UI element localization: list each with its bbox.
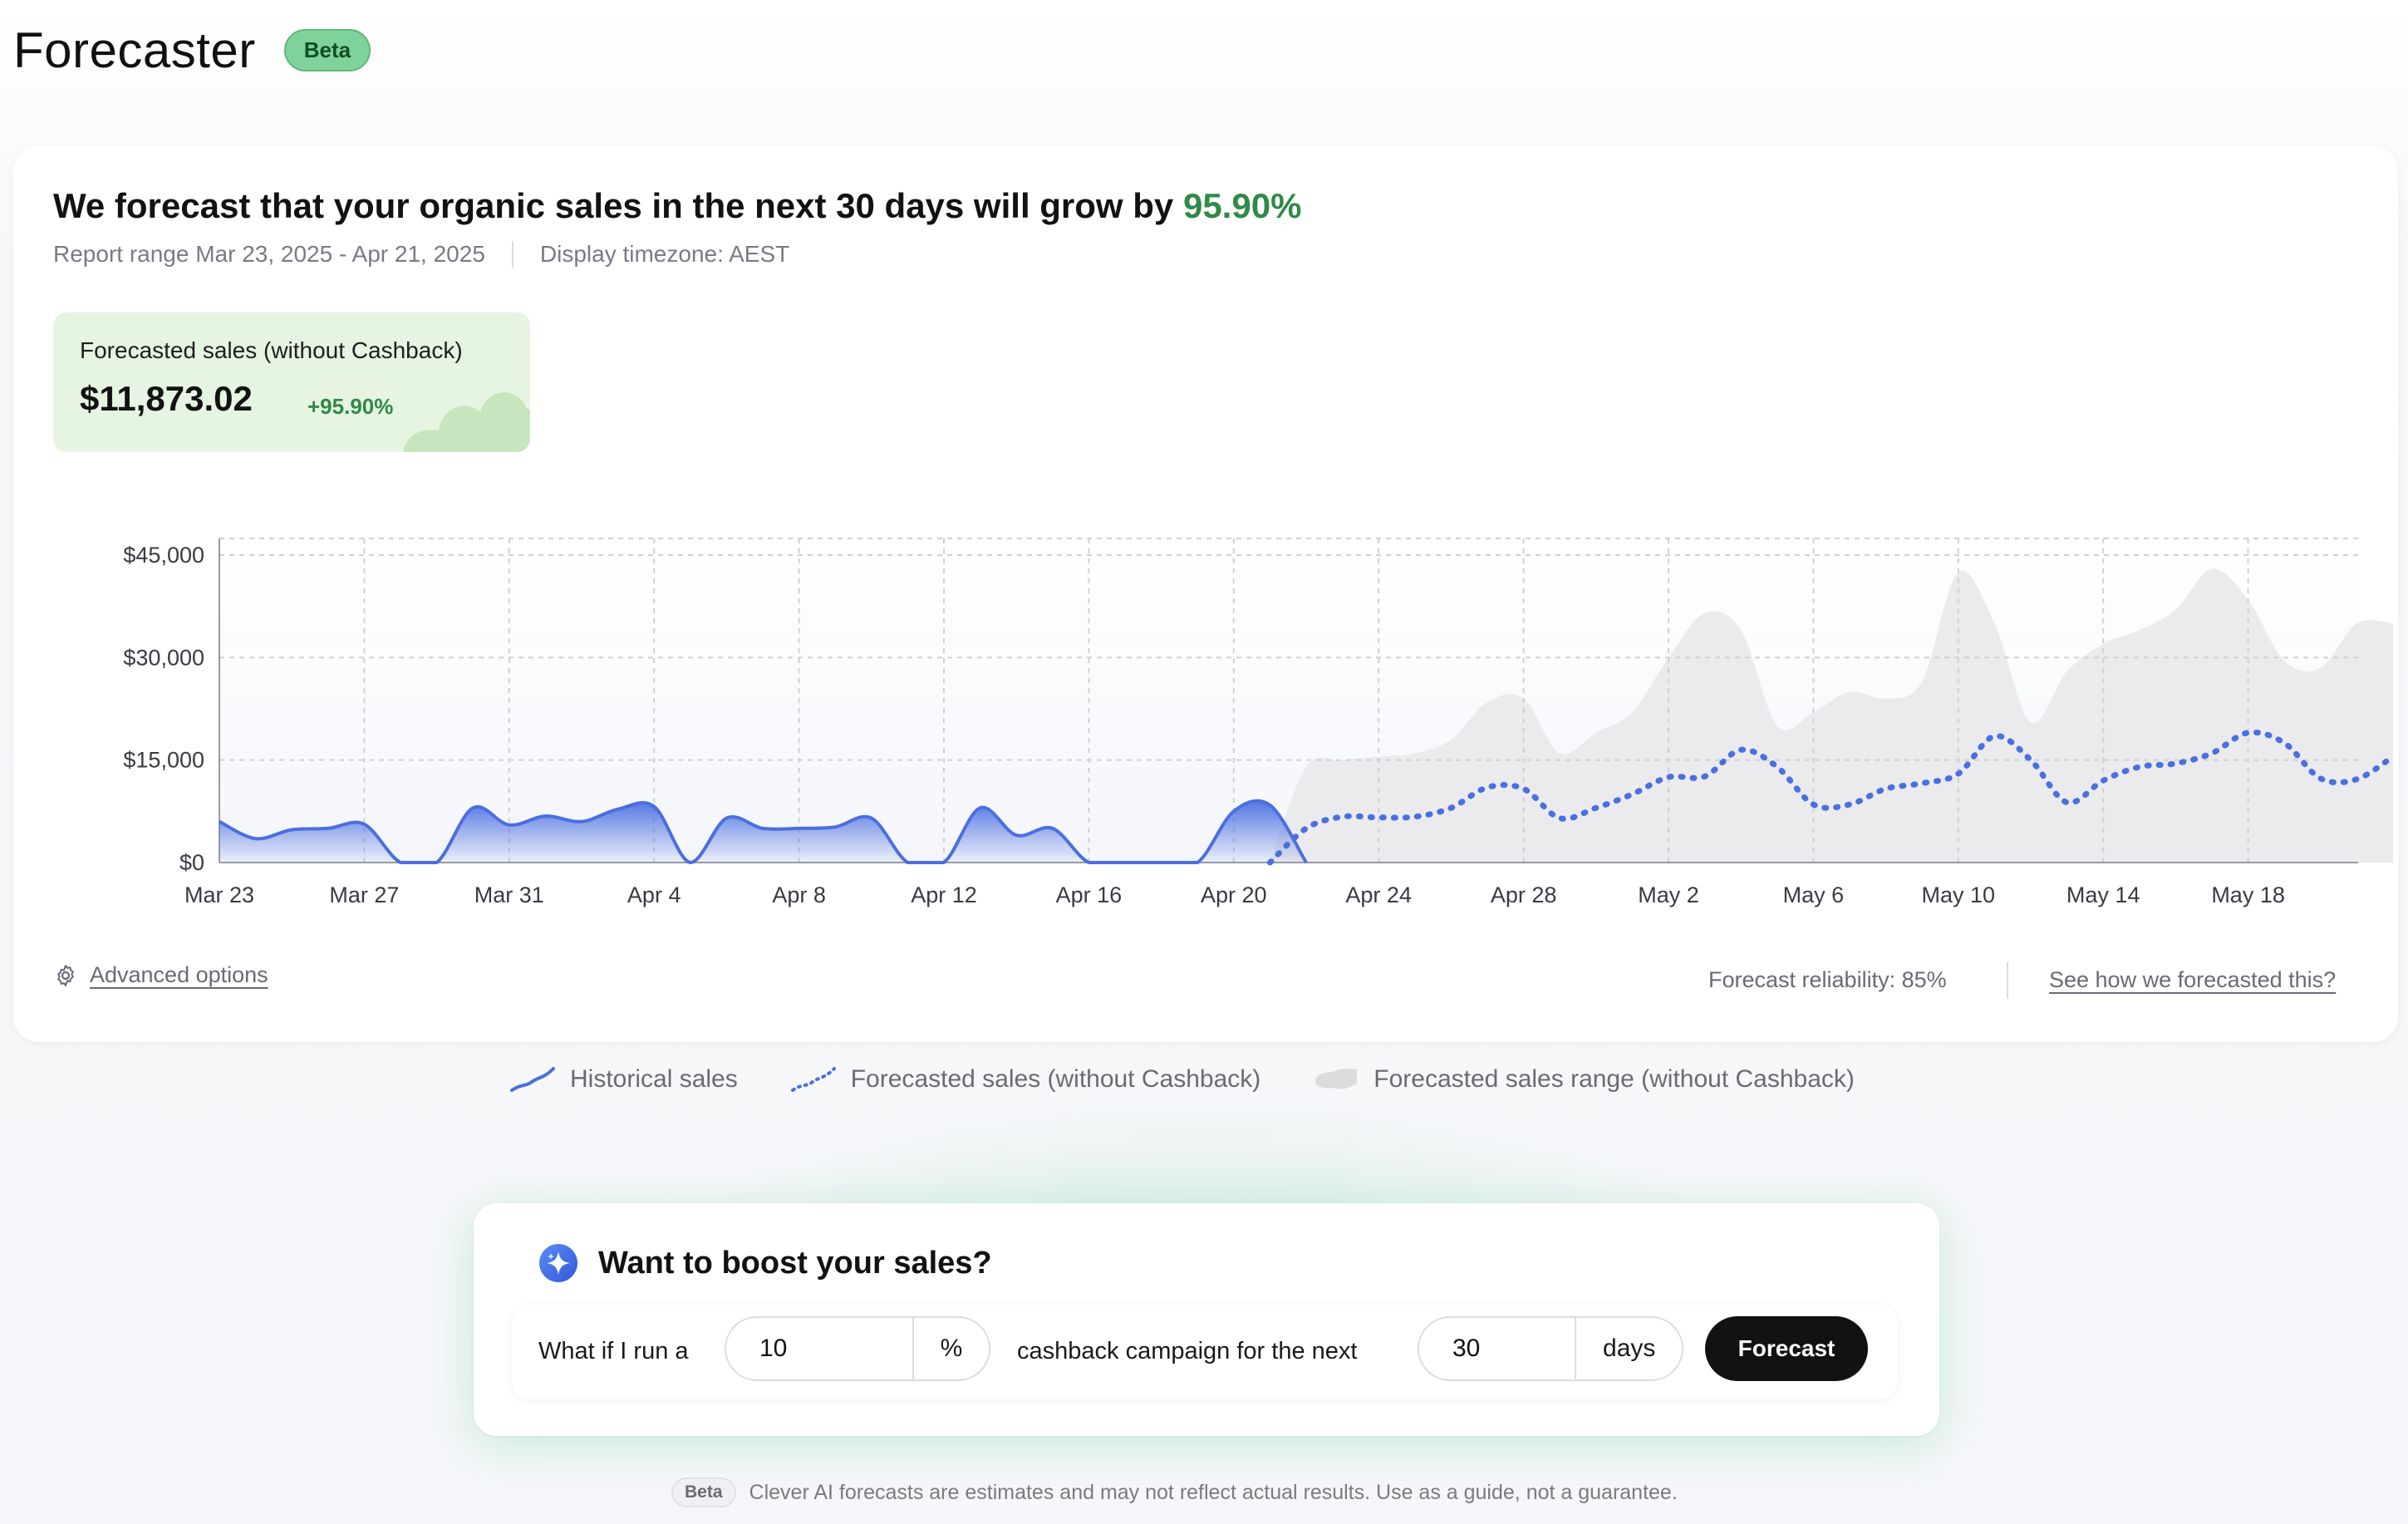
x-tick-label: Apr 12	[911, 882, 977, 907]
chart-legend: Historical sales Forecasted sales (witho…	[510, 1065, 1908, 1094]
advanced-options[interactable]: Advanced options	[53, 962, 268, 988]
advanced-options-link[interactable]: Advanced options	[90, 962, 268, 987]
forecasted-sales-card: Forecasted sales (without Cashback) $11,…	[53, 312, 530, 452]
y-tick-label: $45,000	[123, 543, 204, 568]
stat-value: $11,873.02	[80, 379, 253, 418]
legend-historical: Historical sales	[510, 1065, 738, 1094]
forecast-headline: We forecast that your organic sales in t…	[53, 186, 1301, 226]
x-tick-label: Apr 28	[1491, 882, 1557, 907]
y-tick-label: $30,000	[123, 645, 204, 670]
dotted-line-icon	[790, 1067, 836, 1092]
x-tick-label: May 2	[1638, 882, 1699, 907]
cloud-decoration	[403, 392, 530, 452]
y-tick-label: $15,000	[123, 748, 204, 773]
page-header: Forecaster Beta	[13, 17, 371, 83]
how-forecasted-link[interactable]: See how we forecasted this?	[2049, 967, 2337, 992]
legend-forecast-label: Forecasted sales (without Cashback)	[850, 1065, 1261, 1093]
legend-range-label: Forecasted sales range (without Cashback…	[1374, 1065, 1855, 1093]
cashback-percent-field[interactable]: 10 %	[725, 1316, 990, 1381]
forecast-card: We forecast that your organic sales in t…	[13, 146, 2398, 1042]
forecast-line	[1266, 729, 2396, 866]
what-if-middle: cashback campaign for the next	[1017, 1338, 1358, 1364]
x-tick-label: Mar 23	[184, 882, 254, 907]
stat-delta: +95.90%	[307, 394, 394, 419]
days-unit: days	[1575, 1318, 1682, 1379]
what-if-prefix: What if I run a	[538, 1338, 689, 1364]
boost-title: Want to boost your sales?	[598, 1245, 992, 1281]
x-tick-label: Apr 20	[1201, 882, 1267, 907]
headline-text: We forecast that your organic sales in t…	[53, 186, 1183, 225]
legend-historical-label: Historical sales	[570, 1065, 738, 1093]
x-tick-label: May 18	[2211, 882, 2285, 907]
boost-title-row: Want to boost your sales?	[538, 1243, 992, 1283]
x-tick-label: Apr 8	[772, 882, 826, 907]
historical-area	[219, 800, 1306, 863]
timezone-label: Display timezone: AEST	[539, 241, 790, 267]
x-tick-label: May 6	[1783, 882, 1845, 907]
report-range: Report range Mar 23, 2025 - Apr 21, 2025	[53, 241, 485, 267]
stat-label: Forecasted sales (without Cashback)	[80, 337, 463, 363]
forecast-button[interactable]: Forecast	[1705, 1316, 1868, 1381]
report-meta: Report range Mar 23, 2025 - Apr 21, 2025…	[53, 241, 789, 268]
forecast-range-area	[1270, 568, 2393, 863]
campaign-days-field[interactable]: 30 days	[1418, 1316, 1683, 1381]
x-tick-label: May 14	[2066, 882, 2140, 907]
percent-unit: %	[912, 1318, 989, 1379]
divider	[2007, 962, 2008, 999]
sparkle-icon	[539, 1244, 577, 1282]
forecast-reliability: Forecast reliability: 85%	[1708, 967, 1947, 992]
y-tick-label: $0	[179, 850, 204, 875]
what-if-form: What if I run a 10 % cashback campaign f…	[512, 1305, 1898, 1399]
x-tick-label: Mar 31	[474, 882, 544, 907]
cashback-percent-input[interactable]: 10	[759, 1335, 788, 1362]
solid-line-icon	[510, 1067, 555, 1092]
legend-forecast: Forecasted sales (without Cashback)	[790, 1065, 1261, 1094]
x-tick-label: Mar 27	[329, 882, 399, 907]
x-tick-label: Apr 16	[1056, 882, 1123, 907]
campaign-days-input[interactable]: 30	[1452, 1335, 1481, 1362]
historical-line	[219, 799, 1308, 864]
sales-chart: $0 $15,000 $30,000 $45,000 Mar 23 Mar 27 Mar 3…	[123, 538, 2396, 907]
divider	[511, 241, 514, 268]
beta-badge: Beta	[283, 28, 371, 71]
x-tick-label: Apr 4	[627, 882, 681, 907]
headline-growth: 95.90%	[1182, 186, 1302, 225]
disclaimer-text: Clever AI forecasts are estimates and ma…	[749, 1480, 1678, 1504]
area-range-icon	[1315, 1069, 1358, 1089]
disclaimer: Beta Clever AI forecasts are estimates a…	[671, 1477, 1678, 1507]
boost-panel: Want to boost your sales? What if I run …	[474, 1203, 1939, 1436]
x-tick-label: May 10	[1922, 882, 1996, 907]
disclaimer-beta-badge: Beta	[671, 1477, 736, 1507]
x-tick-label: Apr 24	[1345, 882, 1412, 907]
gear-icon	[57, 964, 74, 986]
legend-range: Forecasted sales range (without Cashback…	[1314, 1065, 1855, 1094]
page-title: Forecaster	[13, 22, 256, 78]
